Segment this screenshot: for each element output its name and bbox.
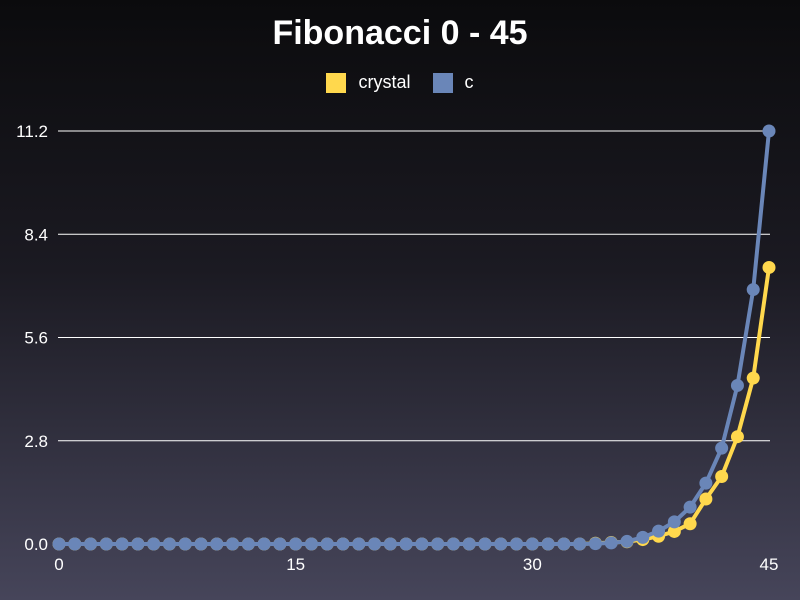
data-point-c (304, 537, 318, 551)
y-tick-label: 11.2 (16, 122, 48, 141)
data-point-c (336, 537, 350, 551)
chart-title: Fibonacci 0 - 45 (272, 14, 528, 52)
data-point-c (257, 537, 271, 551)
data-point-crystal (667, 524, 681, 538)
data-point-c (604, 536, 618, 550)
data-point-c (368, 537, 382, 551)
data-point-c (478, 537, 492, 551)
x-tick-label: 30 (523, 555, 542, 574)
x-tick-label: 45 (760, 555, 779, 574)
data-point-c (746, 283, 760, 297)
data-point-c (147, 537, 161, 551)
legend-label-c: c (464, 72, 474, 92)
data-point-c (494, 537, 508, 551)
data-point-crystal (730, 430, 744, 444)
data-point-c (273, 537, 287, 551)
x-tick-label: 15 (286, 555, 305, 574)
data-point-c (68, 537, 82, 551)
y-tick-label: 8.4 (24, 225, 48, 244)
legend-item-crystal[interactable]: crystal (326, 72, 411, 93)
data-point-c (636, 530, 650, 544)
data-point-c (446, 537, 460, 551)
data-point-c (162, 537, 176, 551)
data-point-c (210, 537, 224, 551)
data-point-c (525, 537, 539, 551)
data-point-c (289, 537, 303, 551)
legend-swatch-crystal (326, 72, 347, 93)
data-point-c (462, 537, 476, 551)
data-point-c (762, 124, 776, 138)
data-point-c (131, 537, 145, 551)
data-point-c (194, 537, 208, 551)
data-point-c (715, 441, 729, 455)
data-point-crystal (699, 492, 713, 506)
legend: crystal c (0, 72, 800, 93)
data-point-c (510, 537, 524, 551)
data-point-c (226, 537, 240, 551)
data-point-c (541, 537, 555, 551)
series-line-c (57, 129, 771, 546)
data-point-c (52, 537, 66, 551)
series-line-crystal (57, 265, 771, 546)
y-tick-label: 2.8 (24, 432, 48, 451)
data-point-crystal (762, 260, 776, 274)
data-point-c (699, 476, 713, 490)
data-point-crystal (683, 517, 697, 531)
data-point-c (399, 537, 413, 551)
data-point-c (99, 537, 113, 551)
data-point-c (588, 537, 602, 551)
data-point-c (667, 515, 681, 529)
data-point-c (320, 537, 334, 551)
data-point-c (620, 534, 634, 548)
x-tick-label: 0 (54, 555, 63, 574)
data-point-c (241, 537, 255, 551)
data-point-c (383, 537, 397, 551)
legend-swatch-c (432, 72, 453, 93)
y-tick-label: 5.6 (24, 329, 48, 348)
data-point-c (730, 378, 744, 392)
data-point-c (557, 537, 571, 551)
data-point-c (683, 500, 697, 514)
legend-label-crystal: crystal (358, 72, 411, 92)
y-tick-label: 0.0 (24, 535, 48, 554)
data-point-crystal (746, 371, 760, 385)
data-point-c (652, 524, 666, 538)
legend-item-c[interactable]: c (432, 72, 474, 93)
data-point-c (415, 537, 429, 551)
data-point-crystal (715, 470, 729, 484)
data-point-c (115, 537, 129, 551)
data-point-c (352, 537, 366, 551)
data-point-c (573, 537, 587, 551)
data-point-c (431, 537, 445, 551)
data-point-c (178, 537, 192, 551)
data-point-c (84, 537, 98, 551)
